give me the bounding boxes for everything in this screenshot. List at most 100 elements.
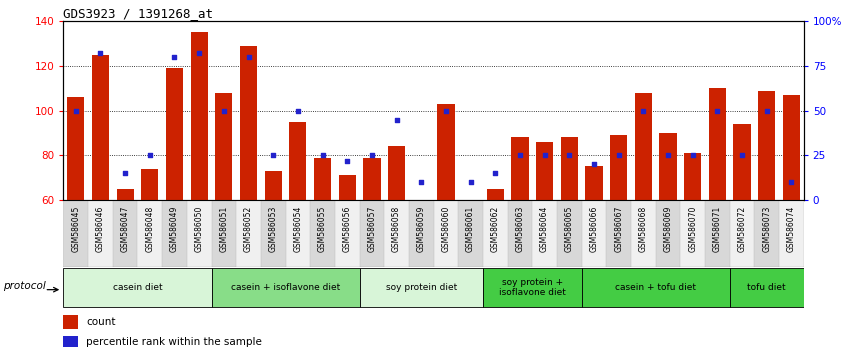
Bar	[483, 268, 581, 307]
Point	[168, 54, 181, 60]
Text: GSM586063: GSM586063	[515, 205, 525, 252]
Text: casein + tofu diet: casein + tofu diet	[615, 283, 696, 292]
Bar	[483, 200, 508, 267]
Text: GSM586054: GSM586054	[294, 205, 302, 252]
Point	[587, 161, 601, 167]
Bar	[63, 336, 78, 347]
Text: GSM586070: GSM586070	[688, 205, 697, 252]
Text: GSM586046: GSM586046	[96, 205, 105, 252]
Bar	[511, 137, 529, 200]
Bar	[684, 153, 701, 200]
Bar	[409, 200, 433, 267]
Text: GSM586066: GSM586066	[590, 205, 598, 252]
Bar	[166, 68, 183, 200]
Bar	[289, 122, 306, 200]
Text: GSM586051: GSM586051	[219, 205, 228, 252]
Bar	[335, 200, 360, 267]
Text: GSM586067: GSM586067	[614, 205, 624, 252]
Bar	[265, 171, 282, 200]
Text: GSM586064: GSM586064	[540, 205, 549, 252]
Text: GSM586048: GSM586048	[146, 205, 154, 252]
Text: GSM586074: GSM586074	[787, 205, 796, 252]
Point	[291, 108, 305, 113]
Text: GSM586050: GSM586050	[195, 205, 204, 252]
Bar	[141, 169, 158, 200]
Bar	[536, 142, 553, 200]
Bar	[212, 268, 360, 307]
Bar	[729, 200, 755, 267]
Text: GSM586045: GSM586045	[71, 205, 80, 252]
Text: soy protein +
isoflavone diet: soy protein + isoflavone diet	[499, 278, 566, 297]
Bar	[113, 200, 137, 267]
Bar	[705, 200, 729, 267]
Text: GSM586053: GSM586053	[269, 205, 277, 252]
Bar	[190, 33, 208, 200]
Point	[266, 153, 280, 158]
Text: GSM586060: GSM586060	[442, 205, 450, 252]
Bar	[581, 268, 729, 307]
Bar	[117, 189, 134, 200]
Point	[143, 153, 157, 158]
Text: GSM586069: GSM586069	[663, 205, 673, 252]
Text: GSM586068: GSM586068	[639, 205, 648, 252]
Bar	[561, 137, 578, 200]
Point	[192, 51, 206, 56]
Bar	[532, 200, 557, 267]
Text: GSM586052: GSM586052	[244, 205, 253, 252]
Text: GSM586057: GSM586057	[367, 205, 376, 252]
Bar	[67, 97, 85, 200]
Point	[340, 158, 354, 164]
Point	[538, 153, 552, 158]
Bar	[729, 268, 804, 307]
Bar	[285, 200, 310, 267]
Text: GSM586072: GSM586072	[738, 205, 746, 252]
Bar	[338, 176, 356, 200]
Point	[390, 117, 404, 122]
Point	[415, 179, 428, 185]
Bar	[162, 200, 187, 267]
Point	[316, 153, 329, 158]
Point	[69, 108, 83, 113]
Point	[94, 51, 107, 56]
Bar	[187, 200, 212, 267]
Text: GSM586073: GSM586073	[762, 205, 772, 252]
Text: protocol: protocol	[3, 281, 46, 291]
Bar	[433, 200, 459, 267]
Text: GSM586062: GSM586062	[491, 205, 500, 252]
Bar	[92, 55, 109, 200]
Point	[514, 153, 527, 158]
Point	[439, 108, 453, 113]
Text: GSM586047: GSM586047	[121, 205, 129, 252]
Bar	[240, 46, 257, 200]
Bar	[508, 200, 532, 267]
Bar	[607, 200, 631, 267]
Point	[217, 108, 231, 113]
Text: GSM586065: GSM586065	[565, 205, 574, 252]
Bar	[215, 93, 233, 200]
Bar	[384, 200, 409, 267]
Point	[242, 54, 255, 60]
Bar	[680, 200, 705, 267]
Bar	[63, 268, 211, 307]
Bar	[363, 158, 381, 200]
Bar	[137, 200, 162, 267]
Bar	[261, 200, 285, 267]
Bar	[659, 133, 677, 200]
Point	[662, 153, 675, 158]
Bar	[755, 200, 779, 267]
Text: soy protein diet: soy protein diet	[386, 283, 457, 292]
Bar	[779, 200, 804, 267]
Point	[612, 153, 625, 158]
Bar	[360, 200, 384, 267]
Bar	[656, 200, 680, 267]
Point	[686, 153, 700, 158]
Bar	[733, 124, 750, 200]
Bar	[610, 135, 627, 200]
Text: GSM586056: GSM586056	[343, 205, 352, 252]
Bar	[63, 315, 78, 329]
Bar	[709, 88, 726, 200]
Point	[464, 179, 477, 185]
Bar	[557, 200, 581, 267]
Point	[735, 153, 749, 158]
Bar	[360, 268, 483, 307]
